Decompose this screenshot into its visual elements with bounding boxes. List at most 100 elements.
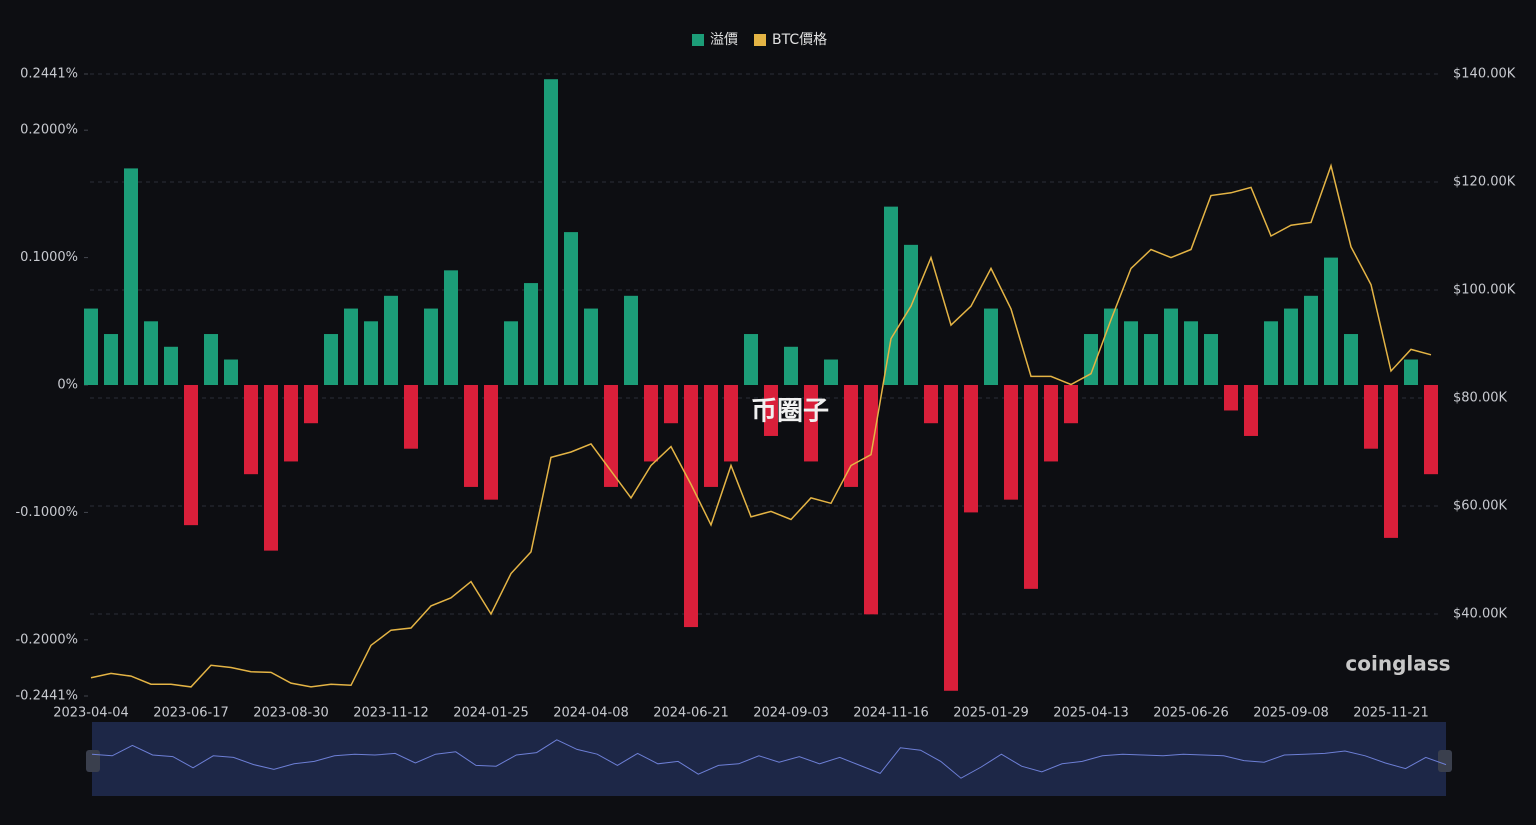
bar xyxy=(904,244,918,385)
bar xyxy=(964,385,978,513)
bar xyxy=(1384,385,1398,538)
bar xyxy=(884,206,898,385)
bar xyxy=(564,232,578,385)
watermark: coinglass xyxy=(1345,652,1450,676)
y2-tick-label: $60.00K xyxy=(1453,499,1507,514)
plot: $40.00K $60.00K $80.00K $100.00K $120.00K $14… xyxy=(15,67,1516,779)
bar xyxy=(1324,257,1338,385)
bar xyxy=(184,385,198,526)
bar xyxy=(1224,385,1238,411)
y-tick-label: -0.2000% xyxy=(15,632,78,647)
legend-label: 溢價 xyxy=(710,31,738,48)
bar xyxy=(684,385,698,628)
watermark: 币圈子 xyxy=(751,397,829,427)
x-tick-label: 2025-11-21 xyxy=(1353,706,1429,721)
bar xyxy=(1344,334,1358,385)
bar xyxy=(1124,321,1138,385)
bar xyxy=(424,308,438,385)
bar xyxy=(824,359,838,385)
y2-tick-label: $100.00K xyxy=(1453,283,1516,298)
bar xyxy=(1044,385,1058,462)
x-tick-label: 2024-11-16 xyxy=(853,706,929,721)
bar xyxy=(764,385,778,436)
bar xyxy=(924,385,938,424)
x-tick-label: 2023-06-17 xyxy=(153,706,229,721)
bar xyxy=(1304,295,1318,385)
y-tick-label: -0.2441% xyxy=(15,689,78,704)
x-tick-label: 2024-04-08 xyxy=(553,706,629,721)
x-tick-label: 2024-01-25 xyxy=(453,706,529,721)
bar xyxy=(104,334,118,385)
bar xyxy=(844,385,858,487)
navigator-line xyxy=(91,739,1447,779)
bar xyxy=(544,79,558,385)
x-tick-label: 2023-11-12 xyxy=(353,706,429,721)
bar xyxy=(804,385,818,462)
y-tick-label: -0.1000% xyxy=(15,505,78,520)
bar xyxy=(724,385,738,462)
y2-tick-label: $80.00K xyxy=(1453,391,1507,406)
bar xyxy=(1064,385,1078,424)
bar xyxy=(1364,385,1378,449)
bar xyxy=(1424,385,1438,475)
x-tick-label: 2023-08-30 xyxy=(253,706,329,721)
bar xyxy=(1184,321,1198,385)
bar xyxy=(204,334,218,385)
bar xyxy=(284,385,298,462)
x-tick-label: 2025-06-26 xyxy=(1153,706,1229,721)
bar xyxy=(1244,385,1258,436)
bar xyxy=(624,295,638,385)
legend-swatch xyxy=(692,34,704,46)
x-tick-label: 2024-06-21 xyxy=(653,706,729,721)
bar xyxy=(1284,308,1298,385)
x-tick-label: 2025-01-29 xyxy=(953,706,1029,721)
bar xyxy=(1144,334,1158,385)
bar xyxy=(264,385,278,551)
x-tick-label: 2023-04-04 xyxy=(53,706,129,721)
bar xyxy=(384,295,398,385)
y2-tick-label: $120.00K xyxy=(1453,175,1516,190)
bar xyxy=(524,283,538,385)
bar xyxy=(1204,334,1218,385)
legend: 溢價 BTC價格 xyxy=(692,31,827,48)
y2-tick-label: $40.00K xyxy=(1453,607,1507,622)
bar xyxy=(504,321,518,385)
legend-label: BTC價格 xyxy=(772,31,827,48)
bar xyxy=(704,385,718,487)
bar xyxy=(124,168,138,385)
bar xyxy=(644,385,658,462)
x-tick-label: 2024-09-03 xyxy=(753,706,829,721)
legend-swatch xyxy=(754,34,766,46)
bar xyxy=(784,346,798,385)
y-tick-label: 0.2441% xyxy=(20,67,78,82)
bar xyxy=(444,270,458,385)
bar xyxy=(344,308,358,385)
bar xyxy=(164,346,178,385)
bar xyxy=(604,385,618,487)
bar xyxy=(1024,385,1038,589)
y-tick-label: 0.1000% xyxy=(20,250,78,265)
bar xyxy=(404,385,418,449)
navigator-handle[interactable] xyxy=(86,750,100,772)
bar xyxy=(984,308,998,385)
bar xyxy=(864,385,878,615)
bar xyxy=(324,334,338,385)
bar xyxy=(484,385,498,500)
y-tick-label: 0% xyxy=(57,378,78,393)
bar xyxy=(1264,321,1278,385)
bar xyxy=(1404,359,1418,385)
x-tick-label: 2025-09-08 xyxy=(1253,706,1329,721)
bar xyxy=(244,385,258,475)
price-line xyxy=(90,163,1432,688)
bar xyxy=(584,308,598,385)
navigator-handle[interactable] xyxy=(1438,750,1452,772)
y2-tick-label: $140.00K xyxy=(1453,67,1516,82)
bar xyxy=(944,385,958,691)
x-tick-label: 2025-04-13 xyxy=(1053,706,1129,721)
bar xyxy=(224,359,238,385)
bar xyxy=(304,385,318,424)
bar xyxy=(364,321,378,385)
bar xyxy=(464,385,478,487)
bar xyxy=(1084,334,1098,385)
y-tick-label: 0.2000% xyxy=(20,123,78,138)
